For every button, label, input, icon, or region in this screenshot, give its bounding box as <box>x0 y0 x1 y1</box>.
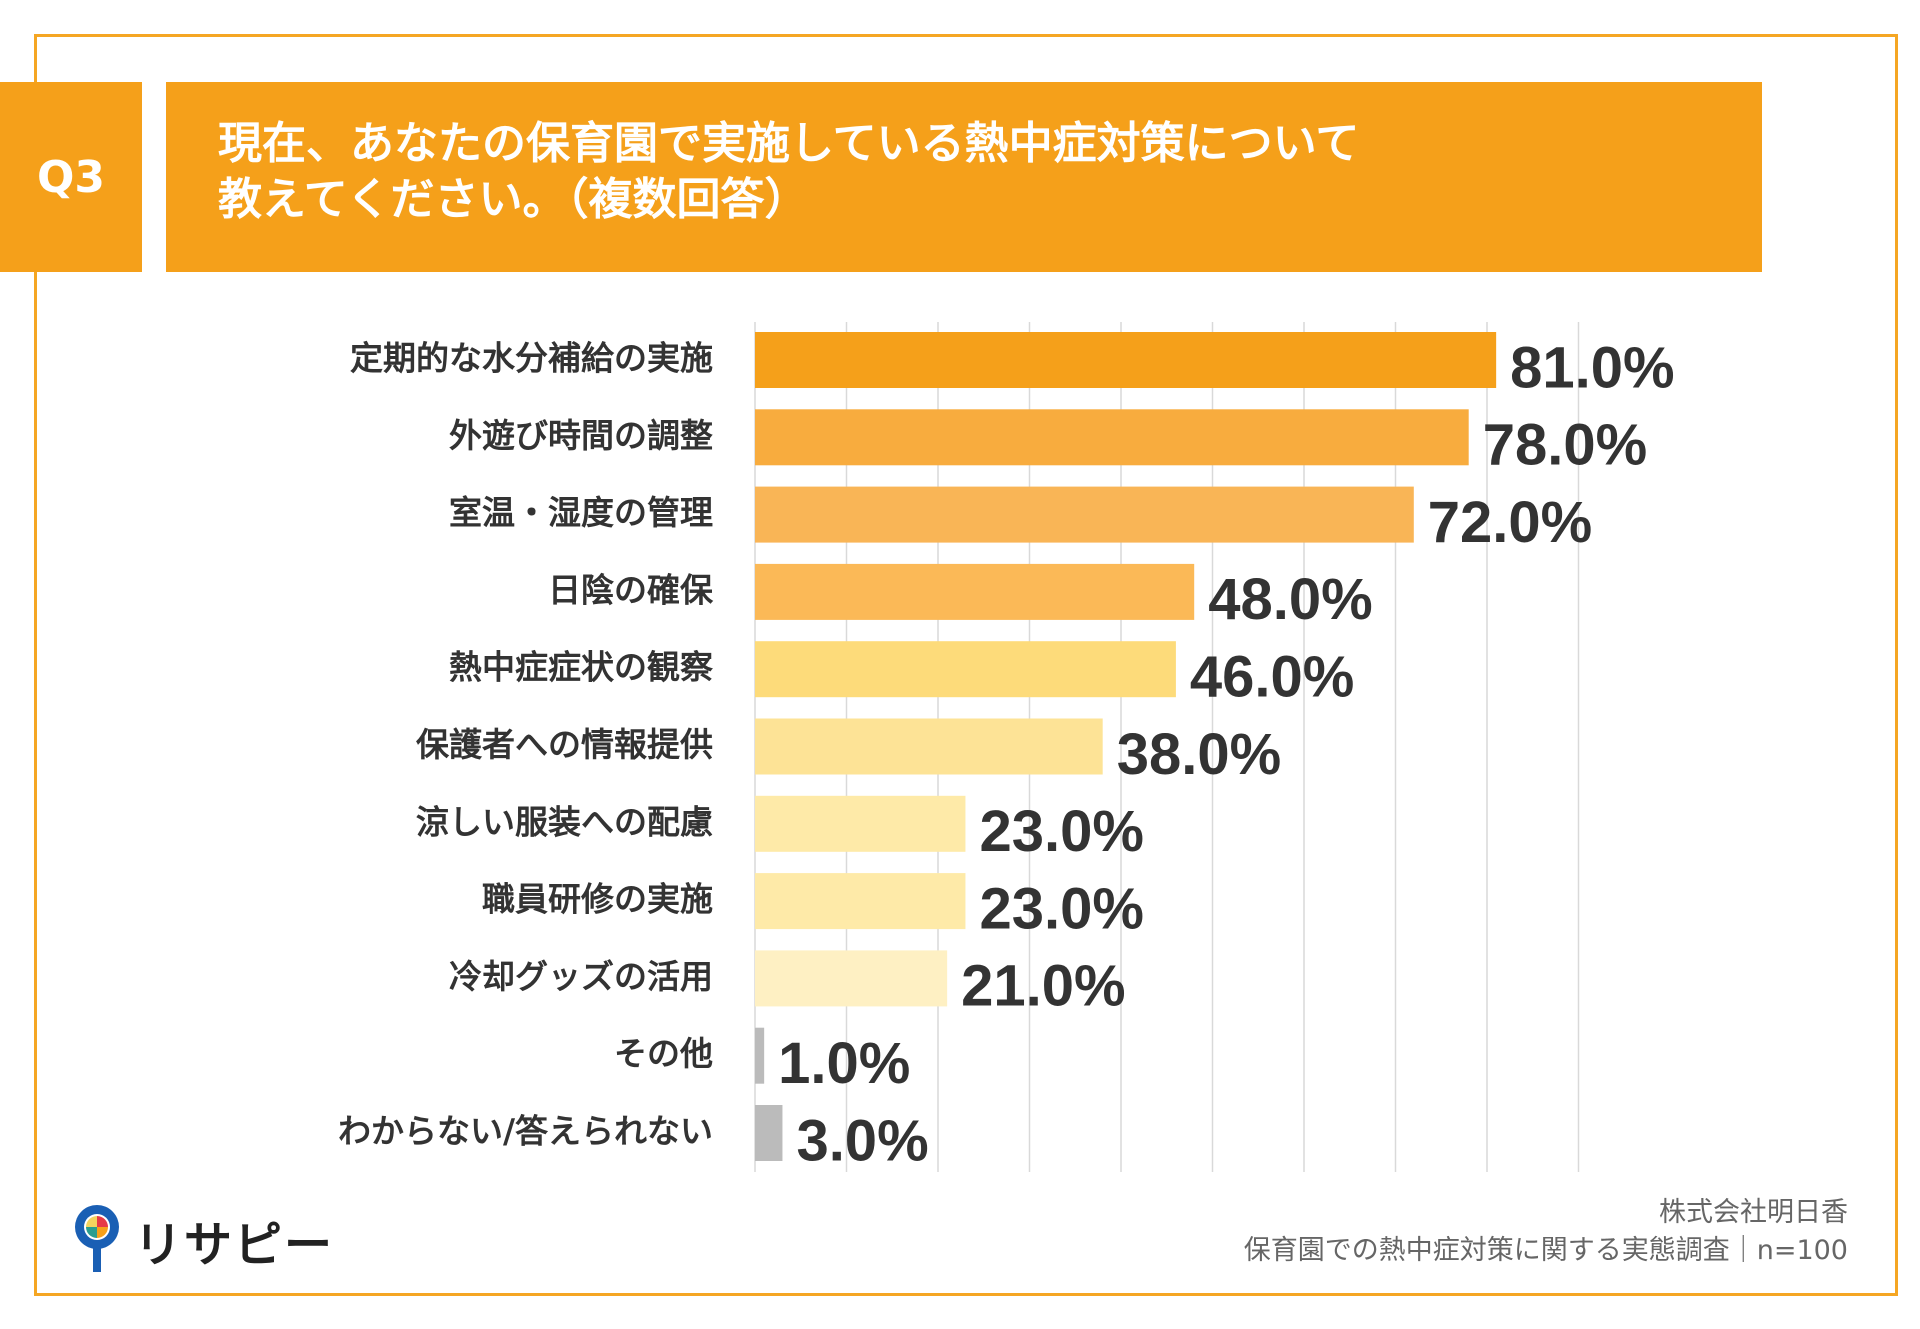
pin-logo-icon <box>75 1205 119 1272</box>
question-badge: Q3 <box>0 82 142 272</box>
data-label: 38.0% <box>1117 722 1281 787</box>
bar <box>755 1027 765 1084</box>
bar <box>755 795 966 852</box>
bar <box>755 563 1195 620</box>
title-bar: 現在、あなたの保育園で実施している熱中症対策について 教えてください。（複数回答… <box>166 82 1762 272</box>
category-label: 日陰の確保 <box>548 570 714 609</box>
bar <box>755 409 1469 466</box>
bar <box>755 641 1176 698</box>
category-label: わからない/答えられない <box>338 1112 713 1151</box>
category-label: 定期的な水分補給の実施 <box>350 339 713 378</box>
question-title-line-1: 現在、あなたの保育園で実施している熱中症対策について <box>218 118 1360 169</box>
category-label: 冷却グッズの活用 <box>449 957 713 996</box>
data-label: 1.0% <box>778 1031 910 1096</box>
data-label: 81.0% <box>1510 335 1674 400</box>
category-label: 熱中症症状の観察 <box>449 648 713 687</box>
data-label: 72.0% <box>1428 490 1592 555</box>
bar <box>755 950 948 1007</box>
bar <box>755 486 1414 543</box>
data-label: 21.0% <box>961 954 1125 1019</box>
logo-text: リサピー <box>134 1217 335 1273</box>
data-label: 78.0% <box>1483 413 1647 478</box>
bar <box>755 1105 783 1161</box>
data-label: 23.0% <box>979 799 1143 864</box>
category-label: 涼しい服装への配慮 <box>416 802 713 841</box>
bar <box>755 718 1103 775</box>
category-label: その他 <box>614 1034 713 1073</box>
footer-company: 株式会社明日香 <box>1659 1197 1848 1228</box>
data-label: 46.0% <box>1190 645 1354 710</box>
category-label: 室温・湿度の管理 <box>449 493 713 532</box>
question-title-line-2: 教えてください。（複数回答） <box>218 174 809 225</box>
bar <box>755 873 966 930</box>
footer-survey: 保育園での熱中症対策に関する実態調査｜n=100 <box>1243 1235 1848 1266</box>
chart-frame <box>34 34 1898 1296</box>
category-label: 保護者への情報提供 <box>416 725 713 764</box>
data-label: 3.0% <box>796 1108 928 1173</box>
data-label: 48.0% <box>1208 567 1372 632</box>
category-label: 職員研修の実施 <box>482 880 713 919</box>
question-number: Q3 <box>36 151 106 203</box>
brand-logo: リサピー <box>70 1200 334 1280</box>
category-label: 外遊び時間の調整 <box>449 416 713 455</box>
data-label: 23.0% <box>979 876 1143 941</box>
bar <box>755 332 1497 388</box>
